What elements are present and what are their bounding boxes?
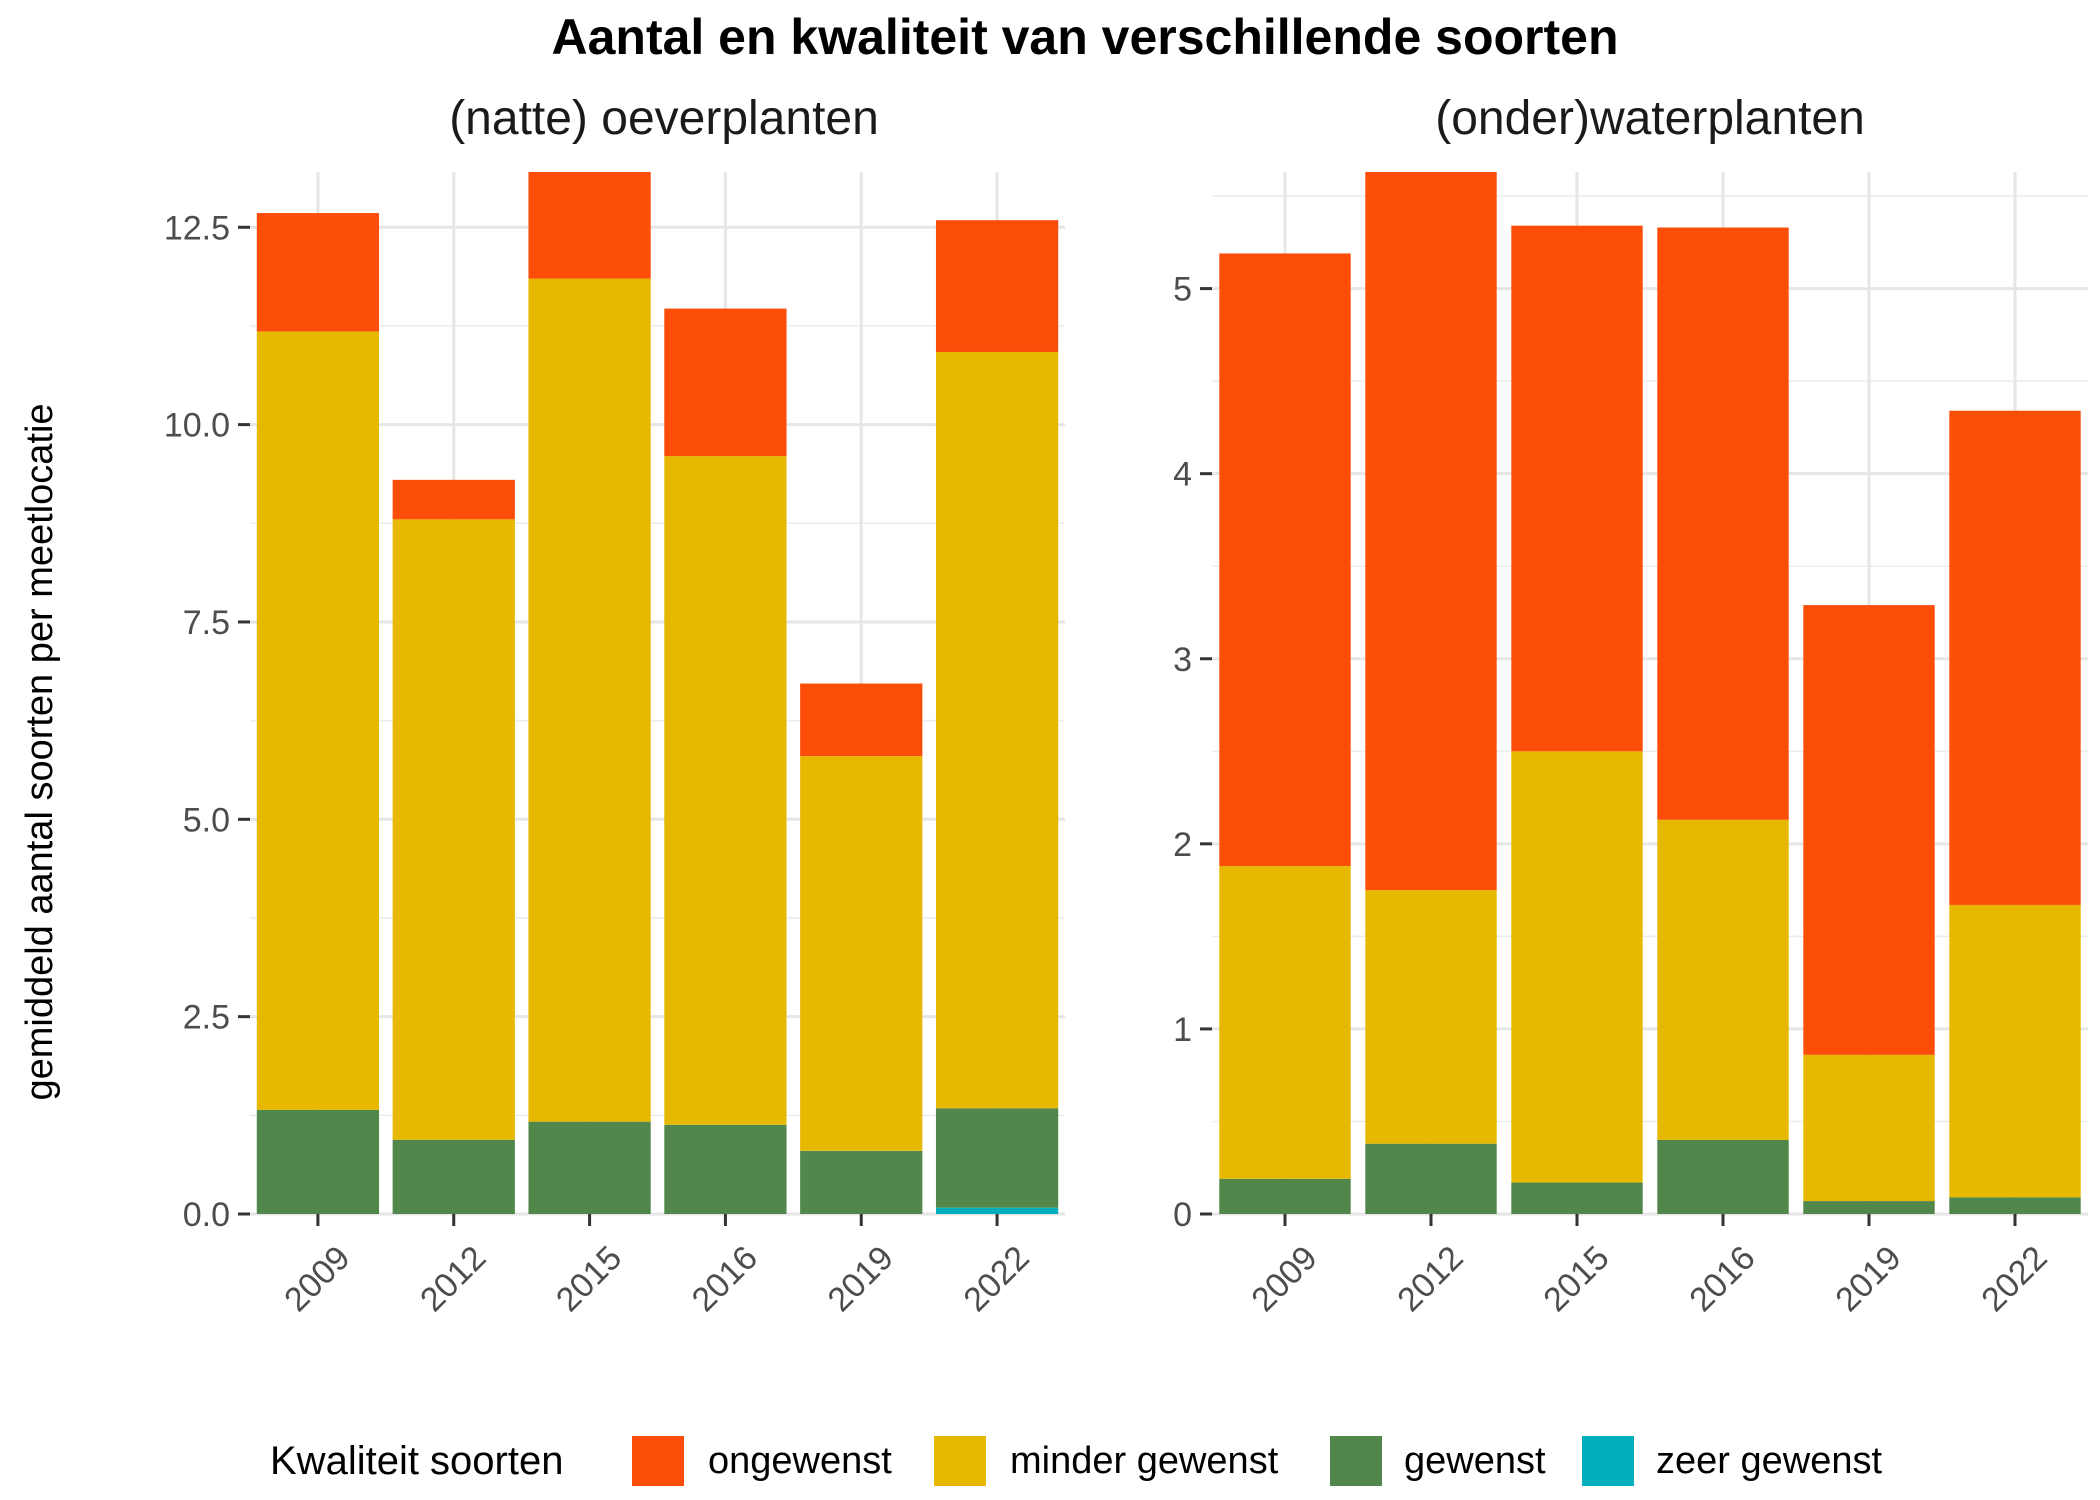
y-tick-label: 2 <box>1173 826 1192 864</box>
x-tick-label: 2012 <box>413 1239 493 1319</box>
y-tick-label: 5 <box>1173 271 1192 309</box>
bar-ongewenst-2022 <box>935 220 1059 352</box>
x-tick-label: 2016 <box>685 1239 765 1319</box>
x-tick-label: 2022 <box>956 1239 1036 1319</box>
x-tick-label: 2015 <box>1536 1239 1616 1319</box>
bar-gewenst-2015 <box>528 1121 651 1214</box>
bar-minder-gewenst-2016 <box>664 456 787 1125</box>
y-tick-label: 12.5 <box>164 209 230 247</box>
y-tick-label: 0 <box>1173 1196 1192 1234</box>
y-tick-label: 3 <box>1173 641 1192 679</box>
bar-ongewenst-2019 <box>800 683 923 757</box>
bar-minder-gewenst-2022 <box>1949 904 2081 1198</box>
panel-oeverplanten: (natte) oeverplanten 0.0 2.5 5.0 7.5 10.0 12.… <box>164 92 1065 1319</box>
y-tick-label: 2.5 <box>183 999 230 1037</box>
legend-label-minder-gewenst: minder gewenst <box>1010 1440 1279 1482</box>
bar-ongewenst-2012 <box>1365 172 1497 891</box>
bar-minder-gewenst-2016 <box>1657 819 1789 1140</box>
bar-gewenst-2022 <box>1949 1197 2081 1214</box>
bar-minder-gewenst-2012 <box>392 519 515 1140</box>
x-tick-label: 2019 <box>821 1239 901 1319</box>
bar-minder-gewenst-2019 <box>1803 1054 1935 1202</box>
x-tick-label: 2015 <box>549 1239 629 1319</box>
y-tick-label: 1 <box>1173 1011 1192 1049</box>
bar-gewenst-2012 <box>392 1139 515 1214</box>
x-tick-label: 2019 <box>1828 1239 1908 1319</box>
bar-ongewenst-2012 <box>392 479 515 520</box>
bar-gewenst-2016 <box>1657 1139 1789 1214</box>
y-tick-label: 0.0 <box>183 1196 230 1234</box>
bar-minder-gewenst-2012 <box>1365 890 1497 1144</box>
y-axis-title: gemiddeld aantal soorten per meetlocatie <box>19 403 61 1100</box>
bar-gewenst-2016 <box>664 1124 787 1214</box>
legend-title: Kwaliteit soorten <box>270 1439 563 1483</box>
bar-minder-gewenst-2015 <box>1511 751 1643 1183</box>
panel-waterplanten: (onder)waterplanten 0 1 2 3 4 5 2009 2012 2015 20… <box>1173 92 2088 1319</box>
x-tick-label: 2022 <box>1974 1239 2054 1319</box>
chart-title: Aantal en kwaliteit van verschillende so… <box>551 9 1618 65</box>
x-tick-label: 2012 <box>1390 1239 1470 1319</box>
legend-label-zeer-gewenst: zeer gewenst <box>1656 1440 1882 1482</box>
y-tick-label: 10.0 <box>164 407 230 445</box>
panel-title-oeverplanten: (natte) oeverplanten <box>449 92 879 145</box>
bar-minder-gewenst-2022 <box>935 351 1059 1109</box>
bar-gewenst-2009 <box>256 1109 380 1214</box>
bar-ongewenst-2016 <box>1657 227 1789 820</box>
y-tick-label: 4 <box>1173 456 1192 494</box>
y-tick-label: 5.0 <box>183 801 230 839</box>
bar-ongewenst-2019 <box>1803 605 1935 1055</box>
bar-zeer-gewenst-2022 <box>935 1207 1059 1214</box>
x-tick-label: 2009 <box>1244 1239 1324 1319</box>
bar-gewenst-2015 <box>1511 1182 1643 1214</box>
bar-gewenst-2022 <box>935 1108 1059 1208</box>
bar-minder-gewenst-2009 <box>256 331 380 1110</box>
legend-label-ongewenst: ongewenst <box>708 1440 892 1482</box>
legend-swatch-zeer-gewenst <box>1582 1436 1634 1486</box>
bar-minder-gewenst-2009 <box>1219 866 1351 1179</box>
x-tick-label: 2016 <box>1682 1239 1762 1319</box>
panel-title-waterplanten: (onder)waterplanten <box>1435 92 1865 145</box>
bar-ongewenst-2016 <box>664 308 787 457</box>
bar-gewenst-2019 <box>1803 1201 1935 1214</box>
bar-ongewenst-2009 <box>256 213 380 332</box>
bar-ongewenst-2022 <box>1949 410 2081 905</box>
legend-swatch-ongewenst <box>632 1436 684 1486</box>
bar-minder-gewenst-2019 <box>800 756 923 1151</box>
legend-label-gewenst: gewenst <box>1404 1440 1546 1482</box>
bar-gewenst-2019 <box>800 1150 923 1214</box>
legend-swatch-gewenst <box>1330 1436 1382 1486</box>
legend: Kwaliteit soorten ongewenst minder gewen… <box>270 1436 1882 1486</box>
bar-ongewenst-2015 <box>1511 225 1643 752</box>
bar-ongewenst-2009 <box>1219 253 1351 867</box>
bar-minder-gewenst-2015 <box>528 278 651 1122</box>
x-tick-label: 2009 <box>277 1239 357 1319</box>
y-tick-label: 7.5 <box>183 604 230 642</box>
bar-gewenst-2012 <box>1365 1143 1497 1214</box>
bar-gewenst-2009 <box>1219 1178 1351 1214</box>
legend-swatch-minder-gewenst <box>934 1436 986 1486</box>
bar-ongewenst-2015 <box>528 172 651 279</box>
